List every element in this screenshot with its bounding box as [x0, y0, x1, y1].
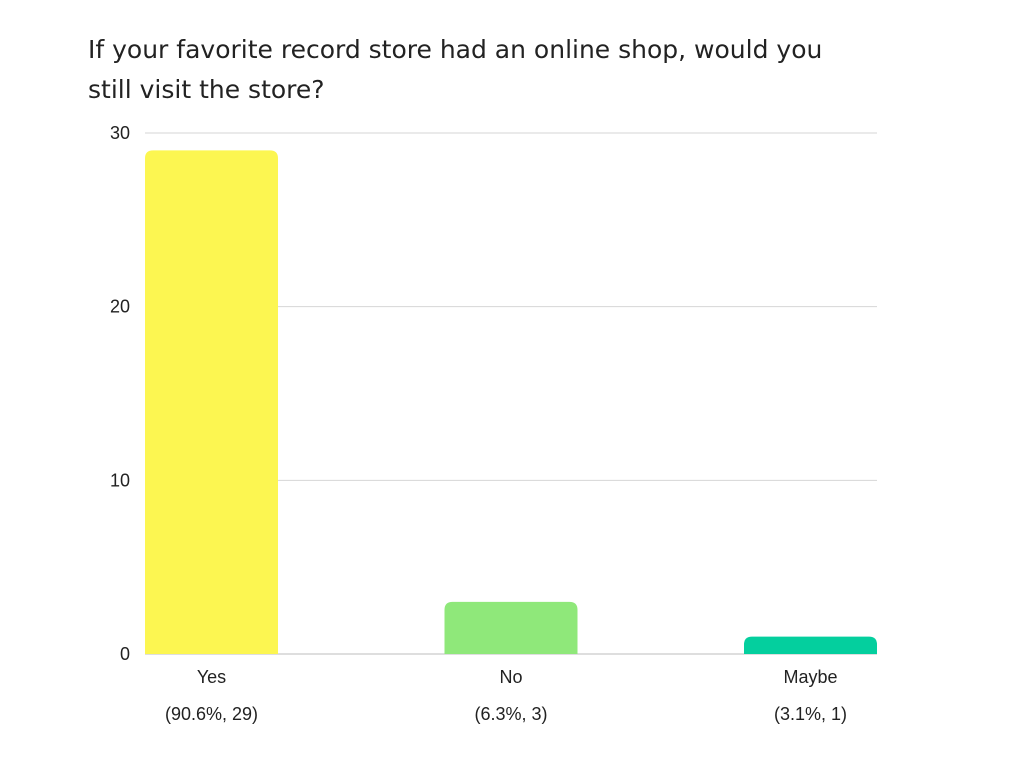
data-label: (3.1%, 1)	[774, 704, 847, 724]
category-label: No	[499, 667, 522, 687]
chart-title: If your favorite record store had an onl…	[88, 35, 823, 104]
data-label: (6.3%, 3)	[474, 704, 547, 724]
data-label: (90.6%, 29)	[165, 704, 258, 724]
category-label: Yes	[197, 667, 226, 687]
category-label: Maybe	[783, 667, 837, 687]
y-tick-label: 10	[110, 470, 130, 490]
bar-yes	[145, 150, 278, 654]
y-tick-label: 20	[110, 297, 130, 317]
bar-maybe	[744, 636, 877, 654]
y-tick-label: 30	[110, 123, 130, 143]
y-tick-label: 0	[120, 644, 130, 664]
bar-no	[444, 601, 578, 654]
